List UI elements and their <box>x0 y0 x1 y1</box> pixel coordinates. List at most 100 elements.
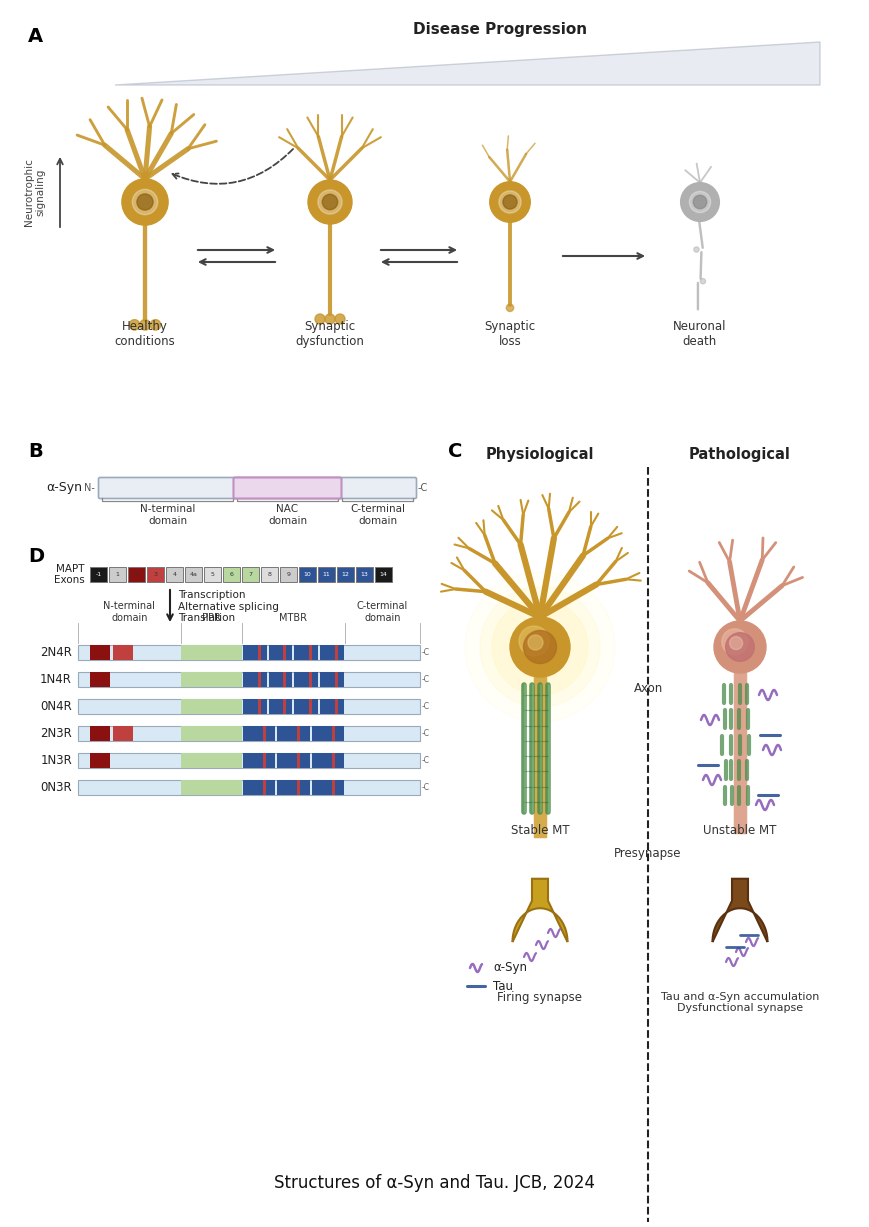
Bar <box>147 567 164 582</box>
Bar <box>283 645 286 660</box>
Circle shape <box>519 626 548 656</box>
Text: α-Syn: α-Syn <box>46 481 82 494</box>
Bar <box>269 645 292 660</box>
Circle shape <box>492 599 587 694</box>
Bar <box>297 780 300 795</box>
Bar <box>257 672 261 687</box>
Circle shape <box>322 194 337 210</box>
FancyBboxPatch shape <box>98 477 416 498</box>
Bar <box>78 726 420 741</box>
Text: -C: -C <box>421 648 429 656</box>
Bar <box>311 780 343 795</box>
Bar <box>320 699 343 714</box>
Circle shape <box>122 179 168 225</box>
Bar <box>308 672 312 687</box>
Bar <box>242 567 259 582</box>
Text: 2N4R: 2N4R <box>40 645 72 659</box>
Text: Axon: Axon <box>634 682 663 694</box>
Bar <box>78 780 420 795</box>
Text: Healthy
conditions: Healthy conditions <box>115 320 176 348</box>
Text: 8: 8 <box>268 572 271 577</box>
Text: 2: 2 <box>135 572 138 577</box>
Text: 11: 11 <box>322 572 330 577</box>
Text: 4: 4 <box>172 572 176 577</box>
Text: 13: 13 <box>360 572 368 577</box>
Bar <box>355 567 373 582</box>
Text: 12: 12 <box>342 572 349 577</box>
Bar <box>308 699 312 714</box>
Bar <box>181 672 242 687</box>
Text: 1N4R: 1N4R <box>40 672 72 686</box>
Text: Transcription
Alternative splicing
Translation: Transcription Alternative splicing Trans… <box>178 590 279 623</box>
Bar <box>294 699 318 714</box>
Bar <box>294 645 318 660</box>
Bar <box>90 672 109 687</box>
Circle shape <box>136 194 153 210</box>
Text: C-terminal
domain: C-terminal domain <box>349 504 405 525</box>
Text: N-: N- <box>80 756 89 764</box>
Circle shape <box>506 304 513 312</box>
Text: N-: N- <box>80 702 89 710</box>
Polygon shape <box>512 879 567 942</box>
Text: C-terminal
domain: C-terminal domain <box>356 601 408 623</box>
Circle shape <box>335 314 345 324</box>
Bar <box>113 726 133 741</box>
Text: Structures of α-Syn and Tau. JCB, 2024: Structures of α-Syn and Tau. JCB, 2024 <box>275 1174 594 1191</box>
Bar <box>299 567 315 582</box>
Circle shape <box>693 195 706 209</box>
Text: 10: 10 <box>303 572 311 577</box>
Bar <box>277 726 309 741</box>
Circle shape <box>464 572 614 721</box>
Text: N-: N- <box>80 783 89 791</box>
Bar <box>242 780 275 795</box>
Circle shape <box>509 617 569 677</box>
Text: PPR: PPR <box>202 614 221 623</box>
Bar <box>320 645 343 660</box>
Bar <box>375 567 392 582</box>
Text: -C: -C <box>421 729 429 737</box>
Circle shape <box>129 319 140 330</box>
Polygon shape <box>115 42 819 85</box>
Text: NAC
domain: NAC domain <box>268 504 307 525</box>
Bar <box>331 753 335 768</box>
Text: MAPT
Exons: MAPT Exons <box>54 563 85 585</box>
Bar <box>242 645 267 660</box>
Text: Firing synapse: Firing synapse <box>497 991 582 1005</box>
Text: 1N3R: 1N3R <box>40 755 72 767</box>
Bar <box>78 672 420 687</box>
Bar <box>90 645 109 660</box>
Circle shape <box>693 247 699 253</box>
Circle shape <box>680 183 719 221</box>
Bar <box>90 567 107 582</box>
Text: Synaptic
dysfunction: Synaptic dysfunction <box>295 320 364 348</box>
Text: 6: 6 <box>229 572 233 577</box>
Text: Neuronal
death: Neuronal death <box>673 320 726 348</box>
Text: N-: N- <box>84 483 95 493</box>
Circle shape <box>489 182 529 222</box>
Circle shape <box>308 180 352 225</box>
Bar <box>181 699 242 714</box>
Text: Disease Progression: Disease Progression <box>413 22 587 37</box>
Circle shape <box>315 314 325 324</box>
Bar <box>128 567 145 582</box>
Text: Pathological: Pathological <box>688 447 790 463</box>
Bar <box>311 726 343 741</box>
Circle shape <box>700 279 705 283</box>
Circle shape <box>132 189 157 215</box>
Circle shape <box>713 621 765 672</box>
Text: -C: -C <box>417 483 428 493</box>
Text: -C: -C <box>421 783 429 791</box>
Text: N-terminal
domain: N-terminal domain <box>140 504 195 525</box>
Text: -C: -C <box>421 702 429 710</box>
Circle shape <box>523 631 556 664</box>
Bar <box>109 567 126 582</box>
Text: 2N3R: 2N3R <box>40 728 72 740</box>
Polygon shape <box>712 879 766 942</box>
Text: MTBR: MTBR <box>279 614 307 623</box>
Bar <box>262 753 266 768</box>
Circle shape <box>498 191 521 213</box>
Text: N-: N- <box>80 648 89 656</box>
Bar <box>242 699 267 714</box>
Bar <box>335 699 337 714</box>
Text: Tau: Tau <box>493 979 513 993</box>
